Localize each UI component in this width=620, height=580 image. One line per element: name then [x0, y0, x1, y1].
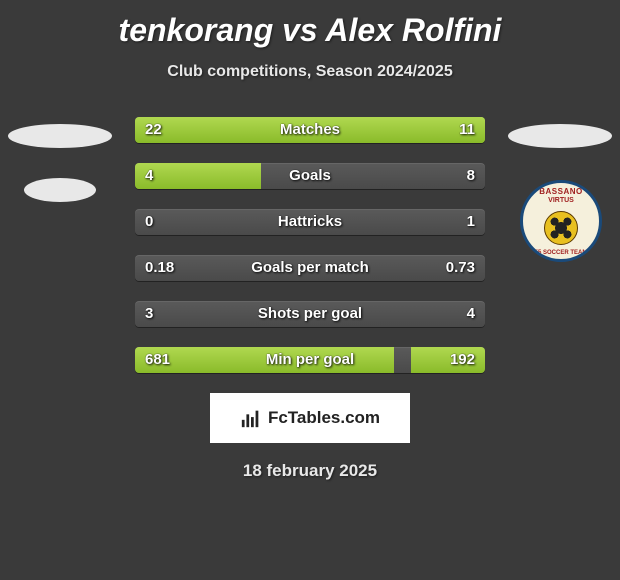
stat-label: Hattricks [135, 209, 485, 235]
club-crest-bassano: BASSANO VIRTUS 55 SOCCER TEAM [520, 180, 602, 262]
stat-label: Min per goal [135, 347, 485, 373]
stat-label: Goals per match [135, 255, 485, 281]
stat-row: 681192Min per goal [135, 347, 485, 373]
placeholder-ellipse [508, 124, 612, 148]
stat-label: Matches [135, 117, 485, 143]
stats-container: 2211Matches 48Goals 01Hattricks 0.180.73Goa… [135, 117, 485, 373]
branding-text: FcTables.com [268, 408, 380, 428]
stat-row: 0.180.73Goals per match [135, 255, 485, 281]
bars-icon [240, 407, 262, 429]
crest-text-bot: 55 SOCCER TEAM [523, 250, 599, 256]
placeholder-ellipse [8, 124, 112, 148]
date-text: 18 february 2025 [0, 461, 620, 481]
stat-row: 48Goals [135, 163, 485, 189]
branding-badge: FcTables.com [210, 393, 410, 443]
stat-row: 2211Matches [135, 117, 485, 143]
subtitle: Club competitions, Season 2024/2025 [0, 63, 620, 81]
stat-row: 01Hattricks [135, 209, 485, 235]
stat-row: 34Shots per goal [135, 301, 485, 327]
crest-text-mid: VIRTUS [523, 197, 599, 204]
crest-text-top: BASSANO [523, 187, 599, 196]
page-title: tenkorang vs Alex Rolfini [0, 0, 620, 49]
stat-label: Goals [135, 163, 485, 189]
soccer-ball-icon [544, 211, 578, 245]
stat-label: Shots per goal [135, 301, 485, 327]
placeholder-ellipse [24, 178, 96, 202]
